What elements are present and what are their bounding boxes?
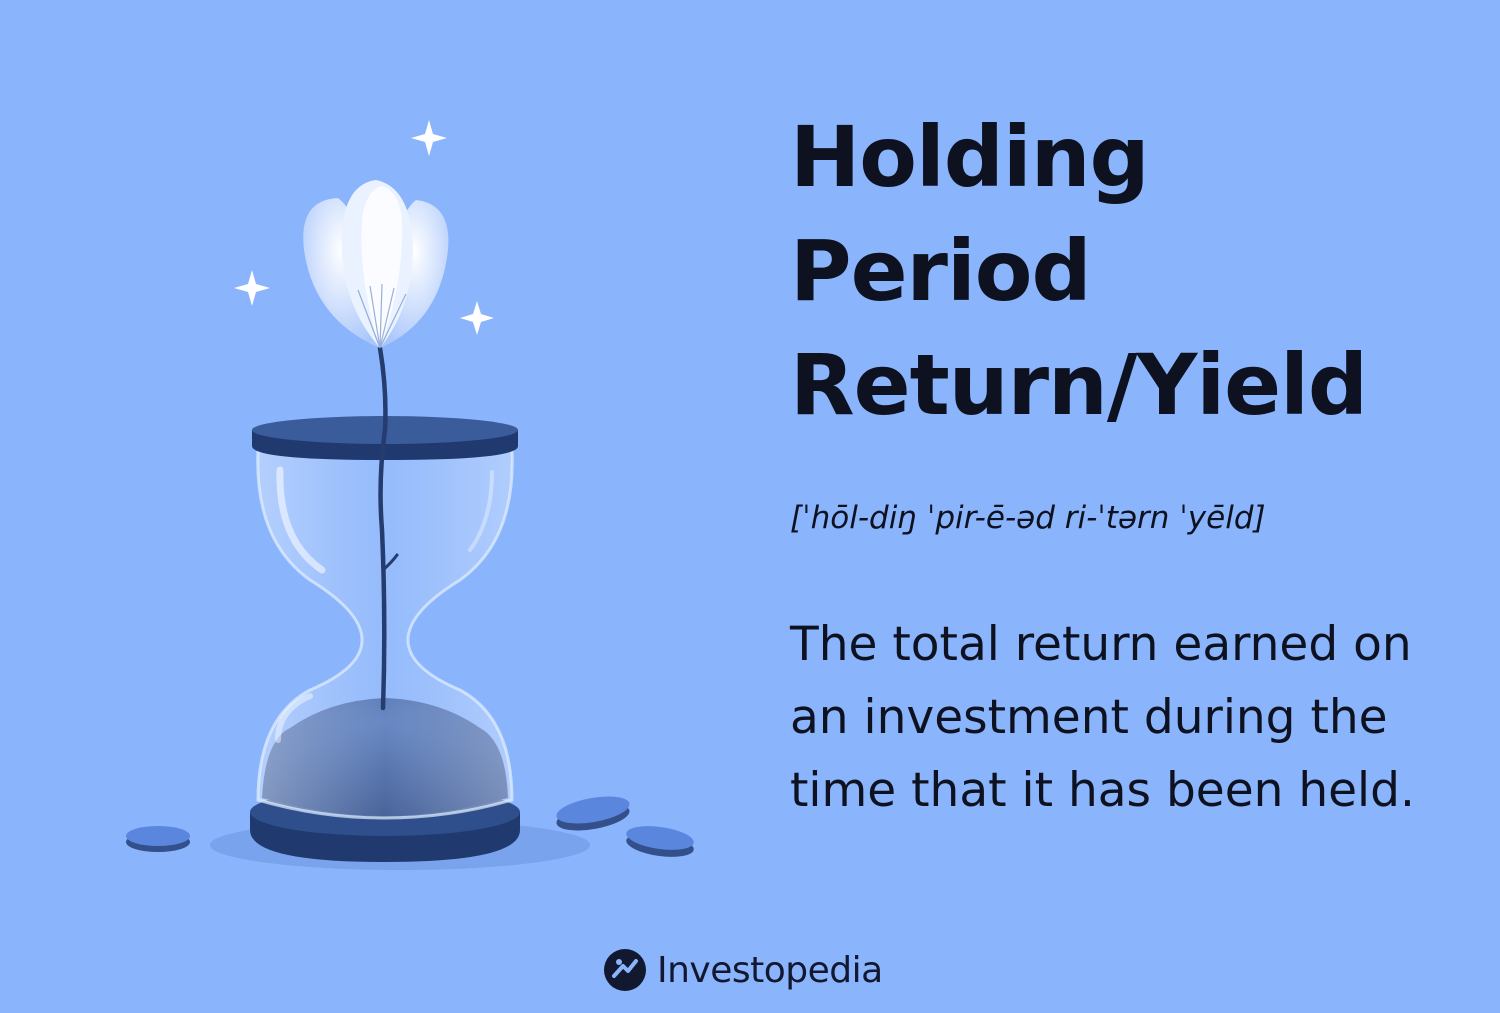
sparkle-icon <box>411 120 447 156</box>
flower-icon <box>303 180 449 349</box>
flower-stem <box>377 345 388 711</box>
coin-icon <box>126 826 190 852</box>
hourglass-flower-icon <box>126 120 694 870</box>
coin-icon <box>556 796 630 831</box>
brand-logo: Investopedia <box>603 944 883 996</box>
investopedia-logo-icon <box>604 949 646 991</box>
brand-name: Investopedia <box>657 949 883 991</box>
definition-text: The total return earned on an investment… <box>790 617 1415 818</box>
title-line: Return/Yield <box>790 336 1368 434</box>
title-line: Period <box>790 222 1092 320</box>
coin-icon <box>626 826 694 857</box>
title-line: Holding <box>790 108 1150 206</box>
sparkle-icon <box>234 270 270 306</box>
page-title: Holding Period Return/Yield <box>790 100 1470 442</box>
sparkle-icon <box>460 301 494 335</box>
pronunciation: [ˈhōl-diŋ ˈpir-ē-əd ri-ˈtərn ˈyēld] <box>790 500 1266 536</box>
